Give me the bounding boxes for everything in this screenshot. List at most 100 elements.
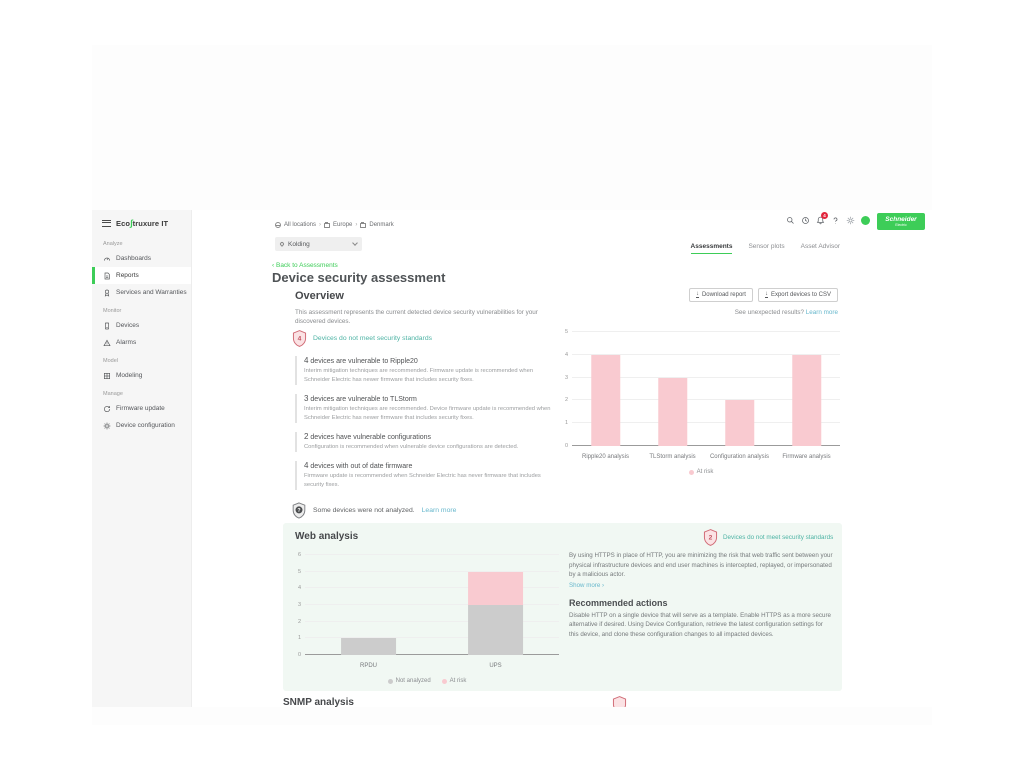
- sidebar-item-devices[interactable]: Devices: [92, 317, 191, 334]
- chart-y-axis: 0 1 2 3 4 5: [560, 329, 570, 449]
- legend-label: At risk: [449, 678, 467, 684]
- chart-gridline: [305, 620, 559, 622]
- overview-risk-bar-chart: 0 1 2 3 4 5 Ripple20 analysis TLStorm analysis C…: [560, 326, 842, 476]
- back-to-assessments-link[interactable]: ‹ Back to Assessments: [272, 262, 338, 269]
- web-analysis-panel: Web analysis 2 Devices do not meet secur…: [283, 523, 842, 691]
- bar-stack: [340, 555, 397, 655]
- chart-column: [773, 332, 840, 446]
- download-report-button[interactable]: ↓ Download report: [688, 288, 753, 302]
- chart-y-axis: 0 1 2 3 4 5 6: [293, 552, 303, 658]
- help-icon[interactable]: [830, 215, 840, 225]
- x-tick-label: RPDU: [359, 663, 377, 669]
- chart-gridline: [572, 331, 840, 332]
- not-analyzed-shield-icon: ?: [292, 502, 306, 519]
- vulnerability-count: 2: [304, 431, 309, 441]
- web-analysis-risk-badge: 2 Devices do not meet security standards: [703, 529, 833, 546]
- breadcrumb-all-locations[interactable]: All locations: [284, 222, 317, 228]
- vulnerability-title: 4 devices are vulnerable to Ripple20: [304, 356, 551, 365]
- unexpected-results-note: See unexpected results? Learn more: [735, 309, 838, 316]
- y-tick-label: 2: [564, 397, 568, 404]
- sidebar-item-label: Device configuration: [116, 422, 175, 429]
- vulnerability-title-text: devices have vulnerable configurations: [310, 433, 432, 441]
- breadcrumb-denmark[interactable]: Denmark: [369, 222, 394, 228]
- menu-hamburger-icon[interactable]: [102, 219, 111, 227]
- chart-gridline: [572, 376, 840, 378]
- tab-sensor-plots[interactable]: Sensor plots: [748, 243, 785, 250]
- chart-gridline: [572, 422, 840, 424]
- history-clock-icon[interactable]: [800, 215, 810, 225]
- bar-segment-at-risk: [791, 354, 822, 446]
- sidebar-item-device-configuration[interactable]: Device configuration: [92, 417, 191, 434]
- vulnerability-count: 3: [304, 393, 309, 403]
- sidebar-item-label: Dashboards: [116, 255, 152, 262]
- chart-plot: [305, 554, 559, 655]
- sidebar-item-modeling[interactable]: Modeling: [92, 367, 191, 384]
- tab-asset-advisor[interactable]: Asset Advisor: [800, 243, 840, 250]
- sidebar-item-dashboards[interactable]: Dashboards: [92, 250, 191, 267]
- vulnerability-title-text: devices with out of date firmware: [310, 462, 413, 470]
- chart-plot: [572, 331, 840, 446]
- y-tick-label: 3: [297, 602, 301, 608]
- schneider-electric-logo-button[interactable]: Schneider Electric: [877, 213, 925, 230]
- bar-segment-at-risk: [657, 377, 688, 446]
- web-analysis-text-column: By using HTTPS in place of HTTP, you are…: [569, 551, 833, 640]
- y-tick-label: 1: [564, 420, 568, 427]
- y-tick-label: 1: [297, 635, 301, 642]
- notifications-bell-icon[interactable]: 4: [815, 212, 828, 225]
- sidebar-item-label: Modeling: [116, 372, 143, 379]
- location-pin-icon: [279, 240, 285, 247]
- legend-label: Not analyzed: [395, 678, 431, 684]
- overview-section-title: Overview: [295, 290, 344, 302]
- vulnerability-description: Firmware update is recommended when Schn…: [304, 472, 541, 488]
- legend-dot: [441, 678, 447, 684]
- sidebar-item-services-warranties[interactable]: Services and Warranties: [92, 284, 191, 301]
- brand-header: Eco∫truxure IT: [92, 210, 191, 234]
- unexpected-results-learn-more-link[interactable]: Learn more: [805, 309, 838, 316]
- not-analyzed-note: ? Some devices were not analyzed. Learn …: [292, 502, 456, 519]
- y-tick-label: 0: [297, 652, 301, 658]
- sidebar-item-alarms[interactable]: Alarms: [92, 334, 191, 351]
- web-analysis-bar-chart: 0 1 2 3 4 5 6 RPDU UPS Not analyzed At risk: [293, 549, 561, 685]
- x-tick-label: Ripple20 analysis: [581, 454, 630, 460]
- bar-stack: [657, 332, 688, 446]
- gear-icon: [103, 422, 111, 430]
- se-logo-line1: Schneider: [885, 216, 917, 223]
- x-tick-label: Firmware analysis: [782, 454, 831, 460]
- chart-gridline: [572, 445, 840, 446]
- tab-assessments[interactable]: Assessments: [690, 243, 733, 254]
- chart-gridline: [305, 637, 559, 639]
- show-more-link[interactable]: Show more ›: [569, 581, 605, 589]
- chart-column: [305, 555, 432, 655]
- breadcrumb-europe[interactable]: Europe: [333, 222, 353, 228]
- nav-section-model: Model: [103, 358, 118, 364]
- sidebar: Eco∫truxure IT Analyze Dashboards Report…: [92, 210, 192, 707]
- export-csv-button[interactable]: ↓ Export devices to CSV: [757, 288, 838, 302]
- not-analyzed-learn-more-link[interactable]: Learn more: [421, 507, 457, 514]
- recommended-actions-title: Recommended actions: [569, 597, 668, 608]
- vulnerability-description: Interim mitigation techniques are recomm…: [304, 405, 551, 421]
- download-report-label: Download report: [701, 292, 746, 298]
- notification-count-badge: 4: [821, 212, 828, 219]
- vulnerability-title: 4 devices with out of date firmware: [304, 461, 551, 470]
- location-selector-dropdown[interactable]: Kolding: [275, 237, 362, 251]
- sidebar-item-label: Firmware update: [116, 405, 165, 412]
- y-tick-label: 6: [297, 552, 301, 558]
- risk-badge-label[interactable]: Devices do not meet security standards: [313, 335, 433, 342]
- bar-segment-at-risk: [590, 354, 621, 446]
- legend-item: At risk: [441, 678, 467, 684]
- web-analysis-title: Web analysis: [295, 531, 359, 542]
- bar-segment-not-analyzed: [340, 638, 397, 655]
- search-icon[interactable]: [785, 215, 795, 225]
- svg-text:2: 2: [709, 534, 713, 541]
- risk-badge-label[interactable]: Devices do not meet security standards: [723, 534, 834, 541]
- sidebar-item-reports[interactable]: Reports: [92, 267, 191, 284]
- brand-pre: Eco: [116, 219, 131, 228]
- account-avatar[interactable]: [860, 215, 870, 225]
- web-analysis-description: By using HTTPS in place of HTTP, you are…: [569, 552, 833, 579]
- brand-swirl-glyph: ∫: [130, 218, 133, 228]
- sidebar-item-firmware-update[interactable]: Firmware update: [92, 400, 191, 417]
- legend-label: At risk: [696, 469, 714, 475]
- location-selector-value: Kolding: [288, 240, 310, 248]
- settings-gear-icon[interactable]: [845, 215, 855, 225]
- risk-shield-icon: 4: [292, 330, 307, 347]
